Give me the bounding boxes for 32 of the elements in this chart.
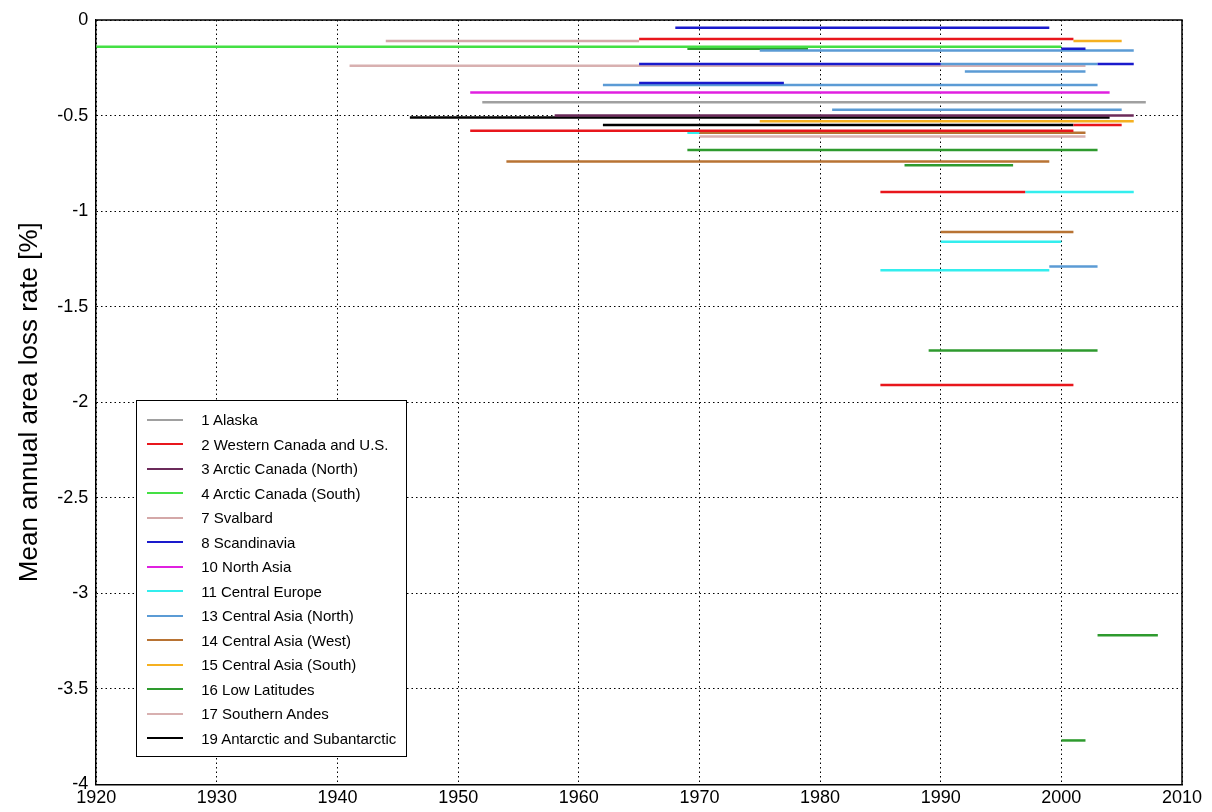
x-tick-label: 1960 <box>558 787 599 808</box>
y-tick-label: -2 <box>72 391 89 412</box>
legend-label: 17 Southern Andes <box>201 705 329 723</box>
legend-label: 11 Central Europe <box>201 582 322 600</box>
legend-label: 4 Arctic Canada (South) <box>201 484 361 502</box>
legend-label: 3 Arctic Canada (North) <box>201 460 358 478</box>
x-tick-label: 1950 <box>438 787 479 808</box>
legend-label: 1 Alaska <box>201 411 258 429</box>
legend-label: 19 Antarctic and Subantarctic <box>201 729 397 747</box>
legend-label: 15 Central Asia (South) <box>201 656 357 674</box>
y-axis-title: Mean annual area loss rate [%] <box>12 222 43 583</box>
x-tick-label: 2000 <box>1041 787 1082 808</box>
legend-label: 8 Scandinavia <box>201 533 296 551</box>
y-tick-label: -3 <box>72 582 89 603</box>
legend-label: 2 Western Canada and U.S. <box>201 435 389 453</box>
y-tick-label: -0.5 <box>57 104 89 125</box>
legend-label: 13 Central Asia (North) <box>201 607 354 625</box>
y-tick-label: -3.5 <box>57 677 89 698</box>
legend-label: 7 Svalbard <box>201 509 273 527</box>
legend-label: 14 Central Asia (West) <box>201 631 351 649</box>
legend-label: 16 Low Latitudes <box>201 680 315 698</box>
y-tick-label: -1.5 <box>57 295 89 316</box>
x-tick-label: 1980 <box>800 787 841 808</box>
x-tick-label: 1940 <box>317 787 358 808</box>
x-tick-label: 2010 <box>1161 787 1203 808</box>
y-tick-label: 0 <box>78 8 89 29</box>
x-tick-label: 1970 <box>679 787 720 808</box>
y-tick-label: -2.5 <box>57 486 89 507</box>
x-tick-label: 1990 <box>920 787 961 808</box>
legend-label: 10 North Asia <box>201 558 292 576</box>
x-tick-label: 1930 <box>196 787 237 808</box>
y-tick-label: -1 <box>72 200 89 221</box>
